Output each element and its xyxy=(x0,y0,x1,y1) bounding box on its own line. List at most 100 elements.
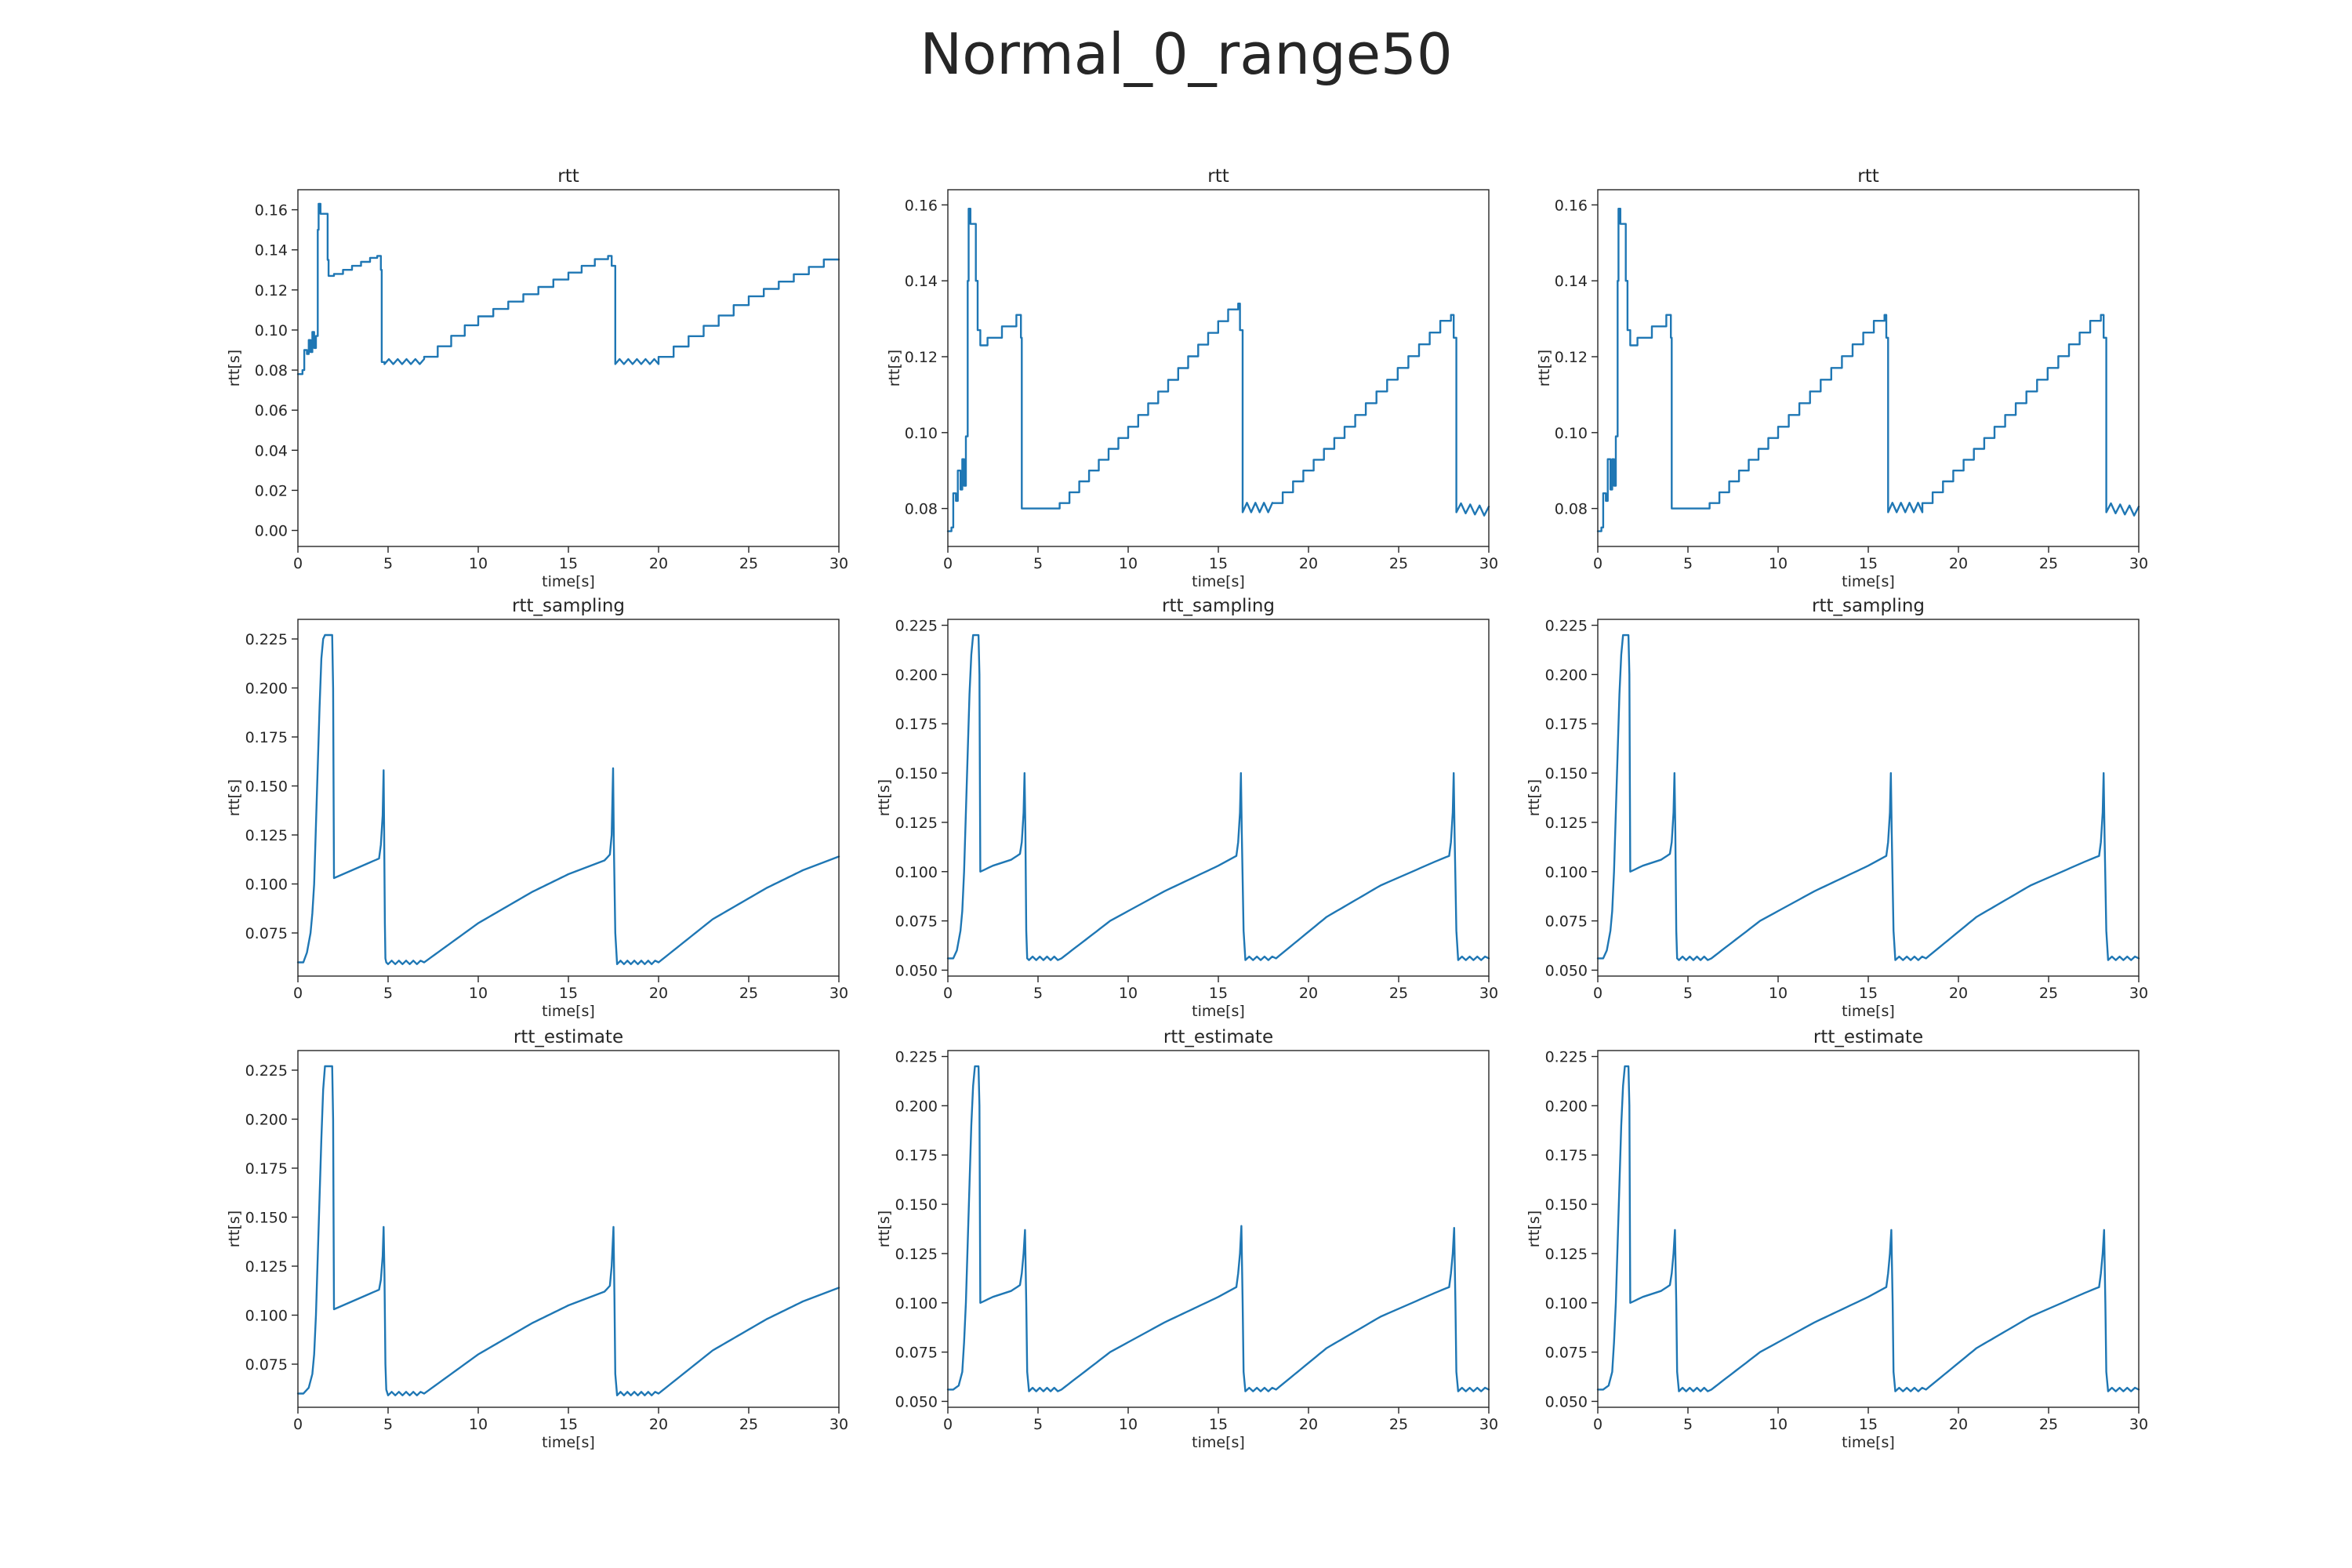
x-tick-label: 20 xyxy=(1949,985,1968,1002)
y-tick-label: 0.10 xyxy=(1555,425,1588,442)
x-tick-label: 5 xyxy=(383,555,393,572)
y-axis-label: rtt[s] xyxy=(1526,779,1543,816)
y-tick-label: 0.10 xyxy=(255,322,288,339)
x-tick-label: 0 xyxy=(293,1416,303,1433)
subplot-title: rtt_sampling xyxy=(1162,596,1275,616)
y-tick-label: 0.175 xyxy=(895,1147,938,1164)
x-tick-label: 0 xyxy=(1593,985,1602,1002)
x-axis-label: time[s] xyxy=(542,1003,595,1020)
x-tick-label: 25 xyxy=(739,1416,758,1433)
x-tick-label: 30 xyxy=(2129,1416,2148,1433)
x-tick-label: 25 xyxy=(2039,985,2058,1002)
y-tick-label: 0.10 xyxy=(905,425,938,442)
y-tick-label: 0.075 xyxy=(1545,1345,1588,1362)
x-tick-label: 5 xyxy=(1033,1416,1043,1433)
y-tick-label: 0.225 xyxy=(1545,618,1588,635)
series-line-rtt xyxy=(946,1065,1490,1392)
plot-area-frame xyxy=(947,619,1490,977)
series-line-rtt xyxy=(946,633,1490,961)
x-tick-label: 20 xyxy=(1299,555,1318,572)
x-tick-label: 15 xyxy=(559,1416,578,1433)
y-tick-label: 0.08 xyxy=(905,501,938,518)
y-tick-label: 0.100 xyxy=(1545,1295,1588,1312)
plot-area-frame xyxy=(297,1050,840,1408)
x-tick-label: 30 xyxy=(1479,1416,1498,1433)
series-line-rtt xyxy=(296,202,840,376)
x-tick-label: 15 xyxy=(1859,1416,1878,1433)
y-tick-label: 0.050 xyxy=(1545,962,1588,979)
y-tick-label: 0.100 xyxy=(895,864,938,881)
plot-area-frame xyxy=(1597,189,2140,547)
x-tick-label: 15 xyxy=(1859,985,1878,1002)
subplot-title: rtt xyxy=(1207,166,1229,187)
y-axis-label: rtt[s] xyxy=(1536,350,1553,387)
subplot-4: rtt_sampling 0 5 10 15 20 25 30 0.075 0.100 0.125 0… xyxy=(226,596,848,1020)
x-axis-label: time[s] xyxy=(1842,573,1895,590)
x-tick-label: 25 xyxy=(1389,1416,1408,1433)
x-tick-label: 15 xyxy=(1209,985,1228,1002)
x-tick-label: 30 xyxy=(829,1416,848,1433)
subplot-title: rtt_estimate xyxy=(1163,1027,1273,1047)
x-tick-label: 20 xyxy=(649,555,668,572)
y-axis-label: rtt[s] xyxy=(876,1210,893,1247)
y-tick-label: 0.075 xyxy=(895,1345,938,1362)
x-tick-label: 10 xyxy=(1769,1416,1788,1433)
y-tick-label: 0.14 xyxy=(905,273,938,290)
plot-area-frame xyxy=(947,1050,1490,1408)
y-tick-label: 0.12 xyxy=(255,282,288,299)
plot-area-frame xyxy=(1597,1050,2140,1408)
subplot-title: rtt_sampling xyxy=(512,596,625,616)
y-tick-label: 0.050 xyxy=(1545,1393,1588,1410)
x-tick-label: 0 xyxy=(943,1416,953,1433)
y-tick-label: 0.02 xyxy=(255,482,288,499)
x-tick-label: 5 xyxy=(1683,1416,1693,1433)
y-tick-label: 0.125 xyxy=(1545,815,1588,832)
series-line-rtt xyxy=(296,1065,840,1396)
x-tick-label: 20 xyxy=(649,1416,668,1433)
x-tick-label: 0 xyxy=(293,555,303,572)
y-axis-label: rtt[s] xyxy=(226,1210,243,1247)
y-tick-label: 0.06 xyxy=(255,402,288,419)
y-axis-label: rtt[s] xyxy=(886,350,903,387)
x-tick-label: 20 xyxy=(1949,1416,1968,1433)
x-tick-label: 25 xyxy=(1389,555,1408,572)
y-tick-label: 0.150 xyxy=(895,1196,938,1214)
plot-area-frame xyxy=(947,189,1490,547)
x-tick-label: 5 xyxy=(1033,555,1043,572)
x-tick-label: 25 xyxy=(2039,555,2058,572)
y-tick-label: 0.175 xyxy=(895,716,938,733)
y-tick-label: 0.150 xyxy=(245,1210,288,1227)
y-tick-label: 0.125 xyxy=(895,815,938,832)
x-tick-label: 10 xyxy=(1119,1416,1138,1433)
y-tick-label: 0.16 xyxy=(1555,197,1588,214)
x-axis-label: time[s] xyxy=(1842,1003,1895,1020)
y-tick-label: 0.150 xyxy=(895,765,938,782)
y-axis-label: rtt[s] xyxy=(226,779,243,816)
y-tick-label: 0.075 xyxy=(1545,913,1588,931)
x-tick-label: 10 xyxy=(469,555,488,572)
series-line-rtt xyxy=(946,208,1490,532)
x-tick-label: 30 xyxy=(2129,985,2148,1002)
y-tick-label: 0.050 xyxy=(895,1393,938,1410)
x-tick-label: 30 xyxy=(2129,555,2148,572)
x-tick-label: 20 xyxy=(649,985,668,1002)
y-tick-label: 0.200 xyxy=(895,666,938,684)
y-tick-label: 0.125 xyxy=(895,1246,938,1263)
x-tick-label: 30 xyxy=(1479,555,1498,572)
y-tick-label: 0.225 xyxy=(245,631,288,648)
plot-area-frame xyxy=(297,189,840,547)
x-tick-label: 0 xyxy=(943,555,953,572)
x-tick-label: 15 xyxy=(559,555,578,572)
y-tick-label: 0.200 xyxy=(245,681,288,698)
y-tick-label: 0.16 xyxy=(255,202,288,220)
subplot-title: rtt xyxy=(557,166,579,187)
x-tick-label: 30 xyxy=(829,555,848,572)
series-line-rtt xyxy=(1596,1065,2140,1392)
y-axis-label: rtt[s] xyxy=(226,350,243,387)
subplot-3: rtt 0 5 10 15 20 25 30 0.08 0.10 0.12 0.14 0.16 time[… xyxy=(1536,166,2148,590)
y-tick-label: 0.125 xyxy=(1545,1246,1588,1263)
